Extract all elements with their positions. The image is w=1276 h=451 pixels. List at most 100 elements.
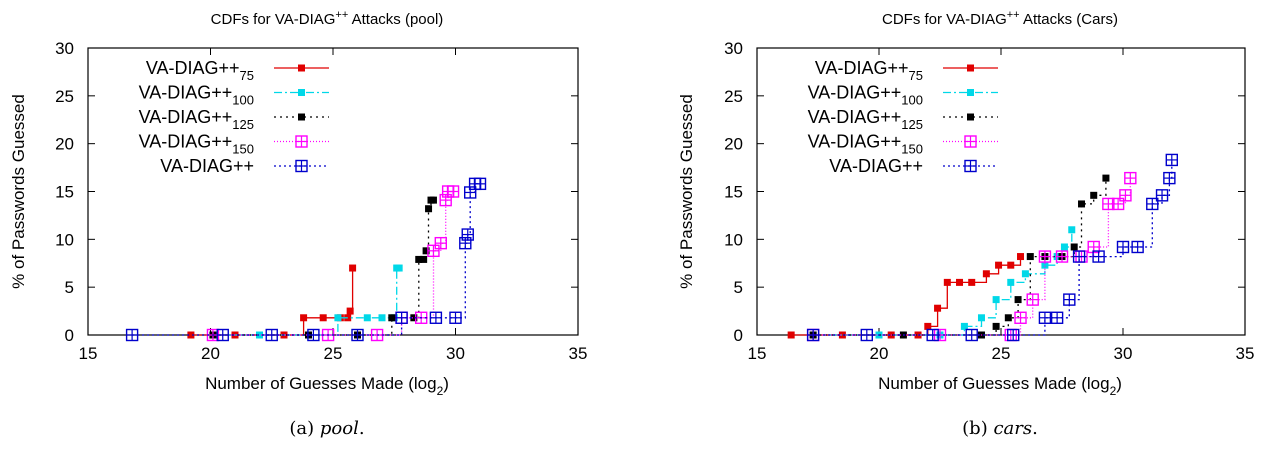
- data-point: [860, 328, 873, 342]
- data-point: [1119, 189, 1132, 202]
- y-tick-label: 20: [724, 135, 743, 154]
- series-2: [809, 226, 1076, 339]
- legend-label-text: VA-DIAG++: [815, 58, 909, 78]
- data-point: [265, 328, 278, 342]
- title-superscript: ++: [335, 9, 348, 21]
- data-point: [378, 314, 386, 322]
- caption-name: pool: [320, 418, 359, 439]
- chart-title: CDFs for VA-DIAG++ Attacks (Cars): [882, 9, 1118, 28]
- data-point: [434, 236, 447, 250]
- legend-marker: [295, 135, 308, 148]
- data-point: [992, 322, 1000, 330]
- data-point: [1038, 250, 1052, 263]
- y-tick-label: 30: [55, 39, 74, 58]
- data-point: [1007, 328, 1020, 342]
- data-point: [1078, 200, 1086, 208]
- data-point: [1041, 261, 1049, 269]
- x-tick-label: 25: [324, 344, 343, 363]
- legend-label-subscript: 125: [901, 117, 923, 132]
- chart-title: CDFs for VA-DIAG++ Attacks (pool): [211, 9, 444, 28]
- data-point: [995, 261, 1003, 269]
- data-point: [446, 185, 460, 198]
- series-line: [213, 267, 400, 336]
- x-tick-label: 35: [569, 344, 588, 363]
- legend-label-text: VA-DIAG++: [139, 132, 233, 152]
- data-point: [943, 278, 951, 286]
- data-point: [1021, 270, 1029, 278]
- legend-marker: [298, 113, 305, 121]
- caption-prefix: (a): [289, 418, 320, 439]
- x-axis-label-subscript: 2: [1110, 384, 1117, 398]
- x-tick-label: 30: [1114, 344, 1133, 363]
- chart-panel-1: 15 20 25 30 35 0 5 10 15 20 25 30 CDFs for VA-DIAG++…: [9, 9, 587, 398]
- data-point: [1131, 240, 1144, 254]
- series-1: [787, 253, 1025, 339]
- data-point: [449, 311, 462, 324]
- x-axis-label-suffix: ): [443, 374, 449, 393]
- data-point: [1007, 278, 1015, 286]
- data-point: [960, 322, 968, 330]
- data-point: [968, 278, 976, 286]
- legend-label: VA-DIAG++125: [139, 107, 254, 132]
- data-point: [319, 314, 327, 322]
- y-tick-label: 15: [724, 183, 743, 202]
- title-superscript: ++: [1007, 9, 1020, 21]
- data-point: [1070, 243, 1078, 251]
- data-point: [216, 328, 229, 342]
- data-point: [1072, 250, 1086, 263]
- y-tick-label: 15: [55, 183, 74, 202]
- data-point: [1068, 226, 1076, 234]
- data-point: [461, 228, 474, 241]
- x-tick-label: 15: [748, 344, 767, 363]
- data-point: [187, 331, 195, 339]
- y-tick-label: 5: [734, 278, 743, 297]
- data-point: [410, 314, 418, 322]
- data-point: [256, 331, 263, 339]
- y-tick-label: 25: [724, 87, 743, 106]
- x-axis-label-subscript: 2: [437, 384, 444, 398]
- data-point: [926, 328, 939, 342]
- y-tick-label: 20: [55, 135, 74, 154]
- x-tick-label: 15: [79, 344, 98, 363]
- legend-label: VA-DIAG++75: [146, 58, 254, 83]
- data-point: [1026, 253, 1034, 261]
- data-point: [982, 270, 990, 278]
- series-line: [813, 229, 1073, 336]
- legend-marker: [298, 89, 305, 96]
- legend-label-subscript: 75: [240, 68, 254, 83]
- data-point: [307, 328, 320, 342]
- data-point: [1007, 261, 1015, 269]
- caption-prefix: (b): [962, 418, 993, 439]
- series-line: [213, 190, 453, 336]
- data-point: [334, 314, 342, 322]
- x-axis-label: Number of Guesses Made (log2): [878, 374, 1122, 398]
- data-point: [1102, 174, 1110, 182]
- data-point: [1063, 293, 1076, 306]
- chart-panel-2: 15 20 25 30 35 0 5 10 15 20 25 30 CDFs for VA-DIAG++…: [677, 9, 1254, 398]
- data-point: [473, 177, 487, 191]
- data-point: [459, 236, 472, 250]
- data-point: [1124, 171, 1137, 185]
- caption-suffix: .: [1032, 418, 1038, 439]
- series-2: [209, 264, 403, 339]
- legend-label-text: VA-DIAG++: [808, 107, 902, 127]
- data-point: [429, 311, 443, 324]
- legend-marker: [964, 135, 977, 148]
- series-line: [813, 178, 1131, 336]
- data-point: [934, 304, 942, 312]
- data-point: [425, 205, 433, 213]
- legend-marker: [967, 113, 974, 121]
- series-5: [125, 177, 487, 342]
- legend-label-text: VA-DIAG++: [160, 156, 254, 176]
- data-point: [992, 296, 1000, 304]
- data-point: [1116, 240, 1130, 254]
- title-text: CDFs for VA-DIAG: [211, 11, 336, 28]
- data-point: [395, 264, 403, 272]
- data-point: [787, 331, 795, 339]
- x-axis-label-suffix: ): [1116, 374, 1122, 393]
- legend-label: VA-DIAG++150: [808, 132, 923, 157]
- data-point: [1111, 197, 1125, 211]
- x-axis-label: Number of Guesses Made (log2): [205, 374, 449, 398]
- caption-suffix: .: [359, 418, 365, 439]
